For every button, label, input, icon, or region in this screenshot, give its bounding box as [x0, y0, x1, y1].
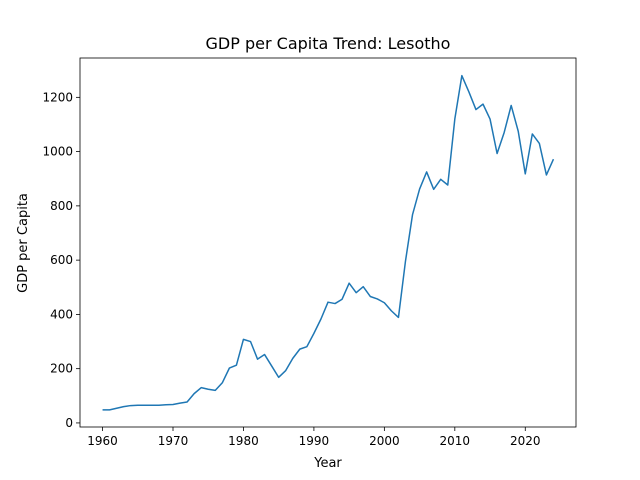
y-tick-label: 600 [50, 253, 73, 267]
x-axis-label: Year [313, 456, 342, 471]
gdp-series-line [102, 74, 555, 411]
x-tick-label: 2010 [440, 434, 471, 448]
y-tick-label: 0 [65, 416, 73, 430]
x-tick-label: 1960 [87, 434, 118, 448]
x-tick-label: 1980 [228, 434, 259, 448]
x-tick-label: 1990 [299, 434, 330, 448]
x-tick-label: 1970 [158, 434, 189, 448]
y-tick-label: 200 [50, 362, 73, 376]
y-axis: 0 200 400 600 800 1000 1200 [42, 90, 80, 430]
chart-title: GDP per Capita Trend: Lesotho [206, 34, 451, 53]
x-axis: 1960 1970 1980 1990 2000 2010 2020 [87, 427, 541, 448]
series-line-group [102, 74, 555, 411]
y-tick-label: 800 [50, 199, 73, 213]
y-tick-label: 400 [50, 307, 73, 321]
plot-frame [79, 57, 577, 428]
y-tick-label: 1200 [42, 90, 73, 104]
x-tick-label: 2020 [510, 434, 541, 448]
x-tick-label: 2000 [369, 434, 400, 448]
y-axis-label: GDP per Capita [16, 193, 31, 293]
y-tick-label: 1000 [42, 145, 73, 159]
